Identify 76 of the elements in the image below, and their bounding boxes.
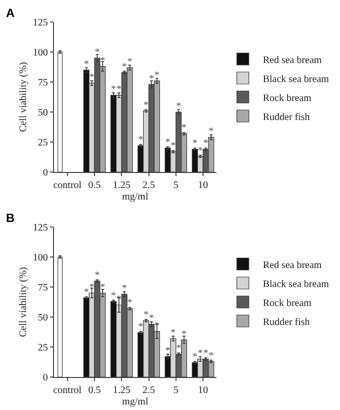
y-tick-label: 75 — [38, 78, 48, 88]
data-label: * — [165, 346, 170, 357]
x-tick-label: 5 — [173, 385, 178, 396]
x-tick-label: control — [53, 385, 82, 396]
data-label: * — [138, 134, 144, 146]
legend-label: Red sea bream — [262, 260, 322, 271]
legend-label: Rudder fish — [262, 112, 310, 123]
chart-title: A — [6, 6, 15, 20]
data-label: * — [89, 72, 94, 84]
data-label: * — [182, 122, 187, 134]
x-tick-label: 2.5 — [142, 385, 156, 396]
data-label: * — [111, 84, 116, 96]
data-label: * — [127, 298, 132, 309]
data-label: * — [148, 313, 154, 324]
data-label: * — [165, 137, 170, 148]
legend-label: Rock bream — [262, 92, 312, 104]
data-label: * — [84, 59, 89, 70]
data-label: * — [208, 126, 214, 138]
y-axis-title: Cell viability (%) — [18, 267, 29, 337]
data-label: * — [154, 70, 160, 81]
y-tick-label: 25 — [38, 138, 48, 148]
x-tick-label: 2.5 — [142, 180, 156, 191]
y-tick-label: 100 — [32, 252, 48, 264]
data-label: * — [111, 290, 116, 302]
data-label: * — [198, 348, 203, 359]
data-label: * — [148, 73, 154, 84]
y-tick-label: 125 — [32, 222, 48, 234]
legend-label: Rudder fish — [262, 316, 310, 328]
data-label: * — [122, 61, 127, 72]
y-tick-label: 125 — [32, 18, 48, 28]
data-label: * — [198, 145, 203, 156]
data-label: * — [94, 270, 100, 281]
legend-label: Black sea bream — [262, 278, 330, 290]
x-tick-label: 0.5 — [88, 385, 101, 396]
data-label: * — [192, 352, 198, 363]
data-label: * — [138, 322, 144, 333]
data-label: * — [127, 56, 132, 68]
data-label: * — [182, 328, 187, 340]
data-label: * — [144, 100, 149, 111]
x-tick-label: 5 — [173, 180, 178, 191]
y-tick-label: 0 — [42, 372, 48, 384]
data-label: * — [122, 283, 127, 294]
data-label: * — [84, 286, 89, 298]
x-tick-label: 0.5 — [88, 180, 101, 191]
x-axis-title: mg/ml — [122, 396, 148, 408]
y-axis-title: Cell viability (%) — [18, 62, 29, 132]
data-label: * — [100, 282, 106, 293]
y-tick-label: 75 — [38, 282, 48, 294]
legend-label: Rock bream — [262, 298, 312, 309]
y-tick-label: 50 — [38, 108, 48, 118]
legend-label: Black sea bream — [262, 74, 330, 85]
y-tick-label: 100 — [32, 48, 48, 58]
x-tick-label: 1.25 — [112, 385, 130, 396]
data-label: * — [208, 350, 214, 362]
x-axis-title: mg/ml — [122, 192, 148, 202]
data-label: * — [89, 282, 94, 293]
data-label: * — [100, 55, 106, 66]
data-label: * — [170, 140, 176, 152]
data-label: * — [176, 343, 182, 354]
data-label: * — [192, 138, 198, 150]
data-label: * — [203, 138, 208, 150]
legend-label: Red sea bream — [262, 54, 322, 66]
data-label: * — [170, 328, 176, 339]
x-tick-label: 10 — [198, 385, 208, 396]
y-tick-label: 50 — [38, 312, 48, 324]
data-label: * — [176, 101, 182, 112]
data-label: * — [144, 310, 149, 321]
data-label: * — [203, 348, 208, 359]
data-label: * — [116, 84, 122, 96]
x-tick-label: 10 — [198, 180, 208, 191]
chart-title: B — [6, 211, 15, 225]
x-tick-label: 1.25 — [112, 180, 130, 191]
y-tick-label: 25 — [38, 342, 48, 354]
x-tick-label: control — [53, 180, 82, 191]
y-tick-label: 0 — [42, 168, 48, 178]
data-label: * — [94, 47, 100, 58]
